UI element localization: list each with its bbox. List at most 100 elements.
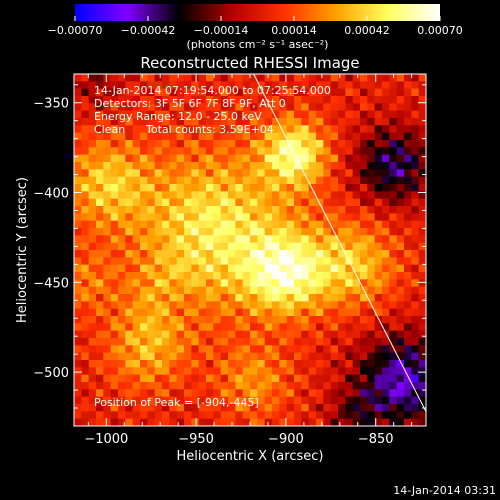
image-pixel [235, 360, 244, 368]
image-pixel [125, 389, 134, 398]
image-pixel [169, 176, 178, 185]
image-pixel [338, 330, 346, 339]
image-pixel [132, 169, 141, 178]
image-pixel [242, 418, 251, 426]
image-pixel [228, 367, 236, 376]
image-pixel [220, 396, 229, 405]
image-pixel [242, 213, 251, 222]
image-pixel [206, 272, 214, 280]
image-pixel [88, 338, 97, 346]
image-pixel [228, 103, 236, 112]
image-pixel [411, 389, 420, 398]
image-pixel [110, 294, 119, 302]
image-pixel [213, 279, 222, 288]
energy-range-annotation: Energy Range: 12.0 - 25.0 keV [94, 110, 262, 123]
image-pixel [418, 272, 426, 280]
image-pixel [103, 103, 112, 112]
image-pixel [257, 396, 266, 405]
image-pixel [198, 235, 207, 244]
image-pixel [323, 301, 332, 310]
image-pixel [140, 88, 148, 97]
image-pixel [367, 404, 376, 412]
image-pixel [169, 154, 178, 163]
image-pixel [169, 198, 178, 207]
image-pixel [110, 228, 119, 236]
image-pixel [242, 345, 251, 354]
image-pixel [169, 316, 178, 324]
peak-position-annotation: Position of Peak = [-904,-445] [94, 396, 259, 409]
image-pixel [389, 316, 398, 324]
image-pixel [198, 242, 207, 251]
image-pixel [110, 140, 119, 148]
image-pixel [396, 367, 405, 376]
image-pixel [316, 103, 324, 112]
image-pixel [81, 352, 90, 361]
image-pixel [213, 162, 222, 170]
image-pixel [81, 360, 90, 368]
image-pixel [250, 382, 258, 390]
image-pixel [301, 228, 310, 236]
image-pixel [213, 411, 222, 420]
image-pixel [418, 323, 426, 332]
image-pixel [316, 147, 324, 156]
image-pixel [74, 316, 82, 324]
image-pixel [264, 191, 273, 200]
image-pixel [162, 323, 170, 332]
image-pixel [396, 213, 405, 222]
image-pixel [154, 389, 163, 398]
image-pixel [110, 154, 119, 163]
image-pixel [308, 264, 317, 273]
image-pixel [125, 81, 134, 90]
image-pixel [213, 118, 222, 126]
image-pixel [316, 118, 324, 126]
image-pixel [74, 235, 82, 244]
image-pixel [360, 184, 368, 192]
image-pixel [191, 118, 200, 126]
image-pixel [418, 228, 426, 236]
image-pixel [389, 213, 398, 222]
image-pixel [308, 118, 317, 126]
image-pixel [132, 294, 141, 302]
image-pixel [220, 316, 229, 324]
image-pixel [228, 338, 236, 346]
image-pixel [228, 213, 236, 222]
image-pixel [250, 132, 258, 141]
image-pixel [88, 330, 97, 339]
image-pixel [250, 308, 258, 317]
image-pixel [323, 345, 332, 354]
image-pixel [338, 345, 346, 354]
image-pixel [88, 418, 97, 426]
image-pixel [162, 96, 170, 104]
image-pixel [418, 286, 426, 295]
image-pixel [96, 110, 104, 119]
image-pixel [198, 345, 207, 354]
image-pixel [389, 279, 398, 288]
image-pixel [389, 220, 398, 229]
image-pixel [367, 88, 376, 97]
image-pixel [389, 367, 398, 376]
image-pixel [389, 132, 398, 141]
image-pixel [110, 125, 119, 134]
image-pixel [220, 74, 229, 82]
image-pixel [140, 301, 148, 310]
image-pixel [162, 338, 170, 346]
image-pixel [213, 330, 222, 339]
image-pixel [176, 228, 185, 236]
image-pixel [96, 382, 104, 390]
image-pixel [132, 360, 141, 368]
image-pixel [198, 184, 207, 192]
image-pixel [125, 147, 134, 156]
image-pixel [147, 396, 156, 405]
image-pixel [74, 206, 82, 214]
image-pixel [316, 411, 324, 420]
image-pixel [140, 228, 148, 236]
image-pixel [169, 96, 178, 104]
image-pixel [396, 110, 405, 119]
image-pixel [301, 125, 310, 134]
image-pixel [242, 74, 251, 82]
image-pixel [154, 213, 163, 222]
image-pixel [206, 418, 214, 426]
image-pixel [404, 81, 412, 90]
image-pixel [404, 147, 412, 156]
image-pixel [382, 301, 390, 310]
